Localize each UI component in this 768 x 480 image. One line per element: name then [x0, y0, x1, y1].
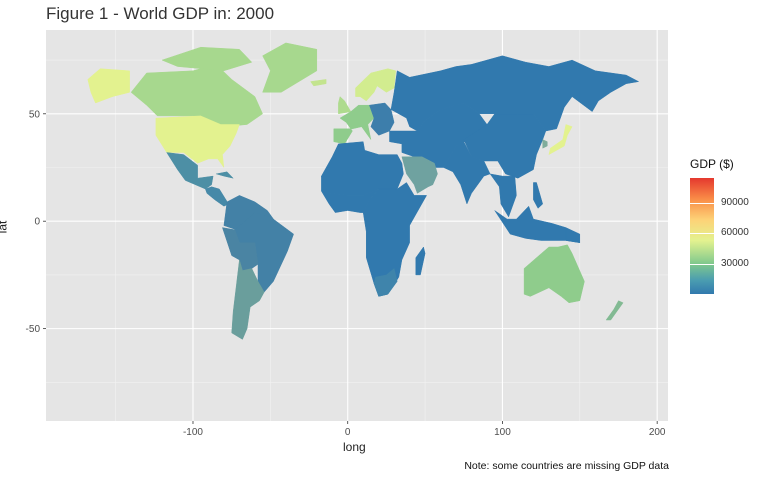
region-mexico — [166, 152, 214, 190]
legend-tick — [690, 263, 714, 265]
legend-title: GDP ($) — [690, 157, 734, 171]
map-regions — [87, 42, 639, 340]
region-iceland — [310, 79, 327, 87]
x-tick-label: 100 — [494, 427, 511, 438]
legend-label: 60000 — [721, 227, 749, 239]
region-south-korea — [542, 139, 548, 149]
region-united-states — [155, 115, 240, 168]
region-japan — [548, 124, 573, 155]
region-canada — [130, 64, 263, 127]
x-axis-title: long — [343, 440, 366, 454]
x-tick-label: 0 — [345, 427, 351, 438]
region-southeast-asia — [489, 173, 517, 218]
chart-title: Figure 1 - World GDP in: 2000 — [46, 4, 275, 23]
region-indian-subcontinent — [443, 141, 491, 205]
axes: -100 0 100 200 -50 0 50 — [26, 109, 666, 438]
region-arctic-islands — [161, 46, 253, 72]
region-central-america — [205, 186, 229, 207]
region-western-europe — [333, 104, 375, 145]
region-papua-new-guinea — [565, 227, 581, 243]
y-tick-label: -50 — [26, 324, 41, 335]
x-tick-label: 200 — [649, 427, 666, 438]
region-arabian-peninsula — [401, 156, 438, 194]
legend-label: 90000 — [721, 197, 749, 209]
region-madagascar — [415, 246, 426, 276]
region-scandinavia — [355, 68, 396, 102]
region-greenland — [262, 42, 318, 93]
region-philippines — [533, 182, 543, 209]
region-china-and-east-asia — [463, 113, 547, 179]
region-united-kingdom — [338, 96, 352, 115]
x-tick-label: -100 — [183, 427, 203, 438]
region-south-africa — [373, 268, 398, 297]
region-central-and-southern-africa — [362, 182, 427, 297]
y-axis-title: lat — [0, 220, 10, 234]
region-australia — [523, 244, 585, 304]
y-tick-label: 0 — [34, 217, 40, 228]
region-southern-cone — [231, 259, 265, 340]
legend-tick — [690, 233, 714, 235]
y-tick-label: 50 — [29, 109, 41, 120]
chart-caption: Note: some countries are missing GDP dat… — [464, 460, 669, 472]
region-alaska — [87, 68, 130, 104]
region-andes — [222, 227, 259, 271]
legend-label: 30000 — [721, 257, 749, 269]
legend-colorbar — [690, 178, 714, 294]
legend-tick — [690, 203, 714, 205]
region-new-zealand — [605, 300, 624, 321]
region-cuba — [215, 171, 234, 179]
